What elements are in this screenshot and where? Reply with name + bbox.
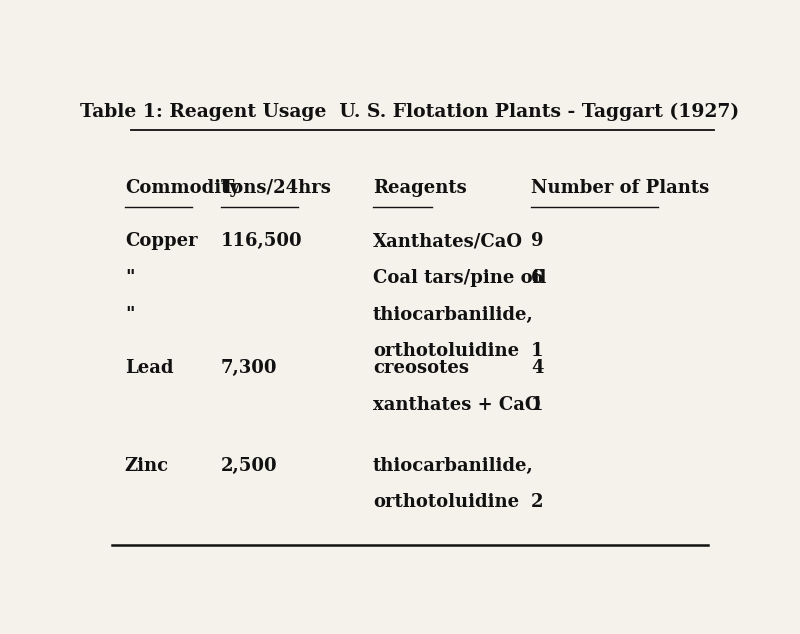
Text: 2,500: 2,500 (221, 457, 278, 475)
Text: Number of Plants: Number of Plants (531, 179, 709, 197)
Text: Lead: Lead (125, 359, 174, 377)
Text: Copper: Copper (125, 232, 198, 250)
Text: Table 1: Reagent Usage  U. S. Flotation Plants - Taggart (1927): Table 1: Reagent Usage U. S. Flotation P… (81, 103, 739, 121)
Text: ": " (125, 306, 134, 323)
Text: xanthates + CaO: xanthates + CaO (373, 396, 540, 414)
Text: ": " (125, 269, 134, 287)
Text: creosotes: creosotes (373, 359, 469, 377)
Text: 1: 1 (531, 396, 543, 414)
Text: 1: 1 (531, 342, 543, 360)
Text: Zinc: Zinc (125, 457, 169, 475)
Text: 6: 6 (531, 269, 543, 287)
Text: 2: 2 (531, 493, 543, 512)
Text: 4: 4 (531, 359, 543, 377)
Text: 9: 9 (531, 232, 543, 250)
Text: orthotoluidine: orthotoluidine (373, 342, 519, 360)
Text: 116,500: 116,500 (221, 232, 302, 250)
Text: 7,300: 7,300 (221, 359, 278, 377)
Text: Tons/24hrs: Tons/24hrs (221, 179, 332, 197)
Text: Coal tars/pine oil: Coal tars/pine oil (373, 269, 546, 287)
Text: thiocarbanilide,: thiocarbanilide, (373, 457, 534, 475)
Text: Xanthates/CaO: Xanthates/CaO (373, 232, 523, 250)
Text: Commodity: Commodity (125, 179, 240, 197)
Text: thiocarbanilide,: thiocarbanilide, (373, 306, 534, 323)
Text: Reagents: Reagents (373, 179, 466, 197)
Text: orthotoluidine: orthotoluidine (373, 493, 519, 512)
